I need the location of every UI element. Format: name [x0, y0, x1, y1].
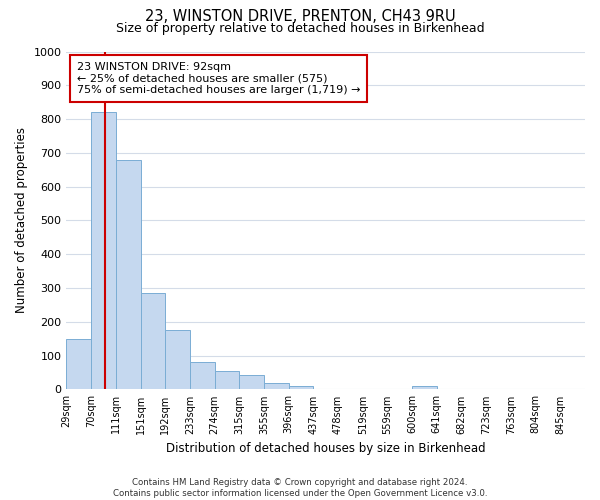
- Text: Size of property relative to detached houses in Birkenhead: Size of property relative to detached ho…: [116, 22, 484, 35]
- Text: Contains HM Land Registry data © Crown copyright and database right 2024.
Contai: Contains HM Land Registry data © Crown c…: [113, 478, 487, 498]
- Bar: [91, 112, 116, 390]
- Bar: [116, 160, 140, 390]
- Bar: [412, 386, 437, 390]
- Y-axis label: Number of detached properties: Number of detached properties: [15, 128, 28, 314]
- Bar: [215, 371, 239, 390]
- Bar: [165, 330, 190, 390]
- Bar: [264, 382, 289, 390]
- Bar: [289, 386, 313, 390]
- Text: 23, WINSTON DRIVE, PRENTON, CH43 9RU: 23, WINSTON DRIVE, PRENTON, CH43 9RU: [145, 9, 455, 24]
- Bar: [190, 362, 215, 390]
- Bar: [239, 375, 264, 390]
- Bar: [140, 293, 165, 390]
- X-axis label: Distribution of detached houses by size in Birkenhead: Distribution of detached houses by size …: [166, 442, 485, 455]
- Text: 23 WINSTON DRIVE: 92sqm
← 25% of detached houses are smaller (575)
75% of semi-d: 23 WINSTON DRIVE: 92sqm ← 25% of detache…: [77, 62, 360, 95]
- Bar: [67, 338, 91, 390]
